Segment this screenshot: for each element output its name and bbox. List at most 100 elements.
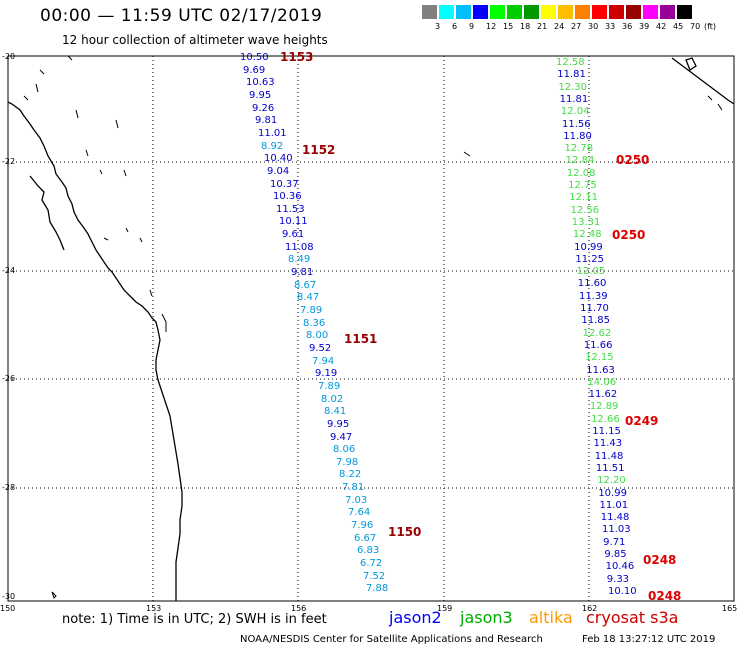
lat-label: -30 [2, 592, 16, 601]
reef-marks [23, 55, 167, 332]
swh-value: 14.06 [587, 376, 617, 388]
swh-value: 9.04 [267, 165, 290, 177]
swh-value: 11.01 [599, 499, 629, 511]
pass-time-label: 0250 [616, 153, 650, 167]
lon-label: 153 [146, 604, 162, 613]
new-caledonia-coast [671, 57, 735, 105]
lat-label: -22 [2, 157, 16, 166]
swh-value: 8.00 [306, 330, 329, 342]
swh-value: 9.95 [327, 418, 350, 430]
swh-value: 9.69 [243, 64, 266, 76]
colorbar-swatch [643, 5, 658, 19]
colorbar-unit: (ft) [704, 22, 717, 31]
swh-value: 9.52 [309, 342, 332, 354]
swh-value: 11.01 [258, 127, 287, 139]
lon-label: 165 [722, 604, 738, 613]
swh-value: 10.37 [270, 178, 299, 190]
swh-value: 9.71 [603, 536, 626, 548]
swh-value: 10.36 [273, 191, 302, 203]
lat-label: -28 [2, 483, 16, 492]
swh-value: 7.89 [318, 380, 341, 392]
map-subtitle: 12 hour collection of altimeter wave hei… [62, 33, 328, 47]
colorbar-swatch [609, 5, 624, 19]
colorbar-swatch [473, 5, 488, 19]
colorbar-swatch [660, 5, 675, 19]
colorbar-swatch [524, 5, 539, 19]
map-title: 00:00 — 11:59 UTC 02/17/2019 [40, 6, 323, 26]
lat-label: -20 [2, 52, 16, 61]
lon-label: 159 [437, 604, 453, 613]
lon-label: 156 [291, 604, 307, 613]
swh-value: 8.22 [339, 469, 362, 481]
swh-value: 11.51 [595, 462, 625, 474]
swh-value: 11.63 [586, 364, 615, 376]
swh-value: 12.05 [576, 266, 606, 278]
swh-value: 8.02 [321, 393, 344, 405]
colorbar-swatch [541, 5, 556, 19]
swh-value: 10.10 [608, 585, 637, 597]
swh-value: 9.61 [282, 229, 305, 241]
island-shape [685, 57, 697, 71]
swh-value: 10.63 [246, 77, 275, 89]
swh-value: 12.78 [564, 143, 594, 155]
legend-cryosat: cryosat s3a [586, 608, 679, 627]
swh-value: 11.62 [588, 389, 618, 401]
colorbar-label: 39 [639, 22, 650, 31]
lon-label: 162 [582, 604, 598, 613]
colorbar-label: 42 [656, 22, 667, 31]
swh-value: 8.67 [294, 279, 317, 291]
swh-value: 8.41 [324, 406, 347, 418]
swh-value: 7.96 [351, 520, 374, 532]
swh-value: 12.04 [560, 106, 590, 118]
swh-value: 12.56 [570, 204, 600, 216]
generated-timestamp: Feb 18 13:27:12 UTC 2019 [582, 634, 716, 645]
swh-value: 9.26 [252, 102, 275, 114]
swh-value: 12.75 [568, 180, 597, 191]
swh-value: 7.03 [345, 494, 368, 506]
swh-value: 11.08 [285, 241, 314, 253]
pass-time-label: 1153 [280, 50, 314, 64]
swh-value: 11.80 [563, 130, 592, 142]
swh-value: 8.49 [288, 254, 311, 266]
swh-value: 11.81 [557, 69, 586, 81]
swh-value: 11.25 [575, 253, 604, 265]
colorbar-swatch [456, 5, 471, 19]
swh-value: 10.99 [574, 241, 603, 253]
swh-value: 12.11 [569, 192, 598, 204]
pass-time-label: 0249 [625, 414, 659, 428]
swh-value: 9.19 [315, 368, 338, 380]
swh-value: 12.84 [565, 155, 595, 167]
swh-value: 8.47 [297, 292, 320, 304]
swh-value: 10.46 [605, 561, 635, 573]
swh-value: 12.15 [585, 352, 614, 364]
swh-value: 7.89 [300, 305, 323, 316]
swh-value: 10.40 [264, 153, 293, 165]
swh-value: 10.99 [598, 487, 627, 499]
swh-value: 8.06 [333, 444, 356, 456]
colorbar-label: 6 [452, 22, 458, 31]
swh-value: 7.52 [363, 570, 386, 582]
swh-value: 11.43 [593, 438, 623, 450]
colorbar-swatch [422, 5, 437, 19]
legend-altika: altika [529, 608, 573, 627]
colorbar-label: 36 [622, 22, 633, 31]
legend-jason3: jason3 [460, 608, 513, 627]
swh-value: 8.92 [261, 140, 284, 152]
swh-value: 9.85 [604, 549, 627, 560]
graticule [8, 56, 734, 601]
swh-value: 10.11 [279, 216, 308, 228]
swh-value: 11.66 [583, 339, 613, 351]
lat-label: -26 [2, 374, 16, 383]
swh-value: 12.58 [556, 57, 585, 68]
swh-value: 7.88 [366, 583, 389, 595]
colorbar-label: 30 [588, 22, 599, 31]
swh-value: 9.47 [330, 431, 353, 443]
swh-value: 6.83 [357, 545, 380, 557]
colorbar-swatch [439, 5, 454, 19]
footnote: note: 1) Time is in UTC; 2) SWH is in fe… [62, 612, 327, 627]
colorbar-label: 33 [605, 22, 616, 31]
colorbar-label: 24 [554, 22, 565, 31]
map-frame [7, 55, 735, 602]
swh-value: 12.89 [589, 401, 619, 413]
swh-value: 12.20 [597, 475, 626, 487]
